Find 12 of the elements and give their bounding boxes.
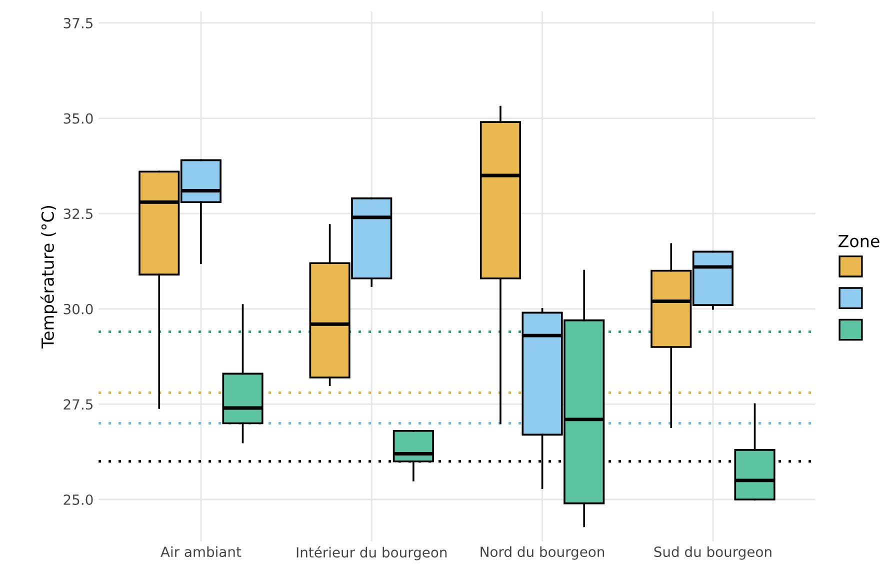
y-tick-label: 32.5 bbox=[64, 208, 92, 220]
y-axis-title: Température (°C) bbox=[40, 206, 58, 348]
x-tick-label: Nord du bourgeon bbox=[480, 546, 604, 560]
y-tick-label: 37.5 bbox=[64, 18, 92, 28]
y-tick-label: 35.0 bbox=[64, 113, 93, 124]
legend-title: Zone bbox=[838, 234, 880, 248]
y-tick-label: 30.0 bbox=[64, 304, 93, 314]
y-tick-label: 25.0 bbox=[64, 494, 93, 505]
y-tick-label: 27.5 bbox=[64, 399, 92, 410]
x-tick-label: Intérieur du bourgeon bbox=[296, 546, 447, 560]
x-tick-label: Air ambiant bbox=[160, 546, 242, 558]
x-tick-label: Sud du bourgeon bbox=[654, 546, 772, 560]
